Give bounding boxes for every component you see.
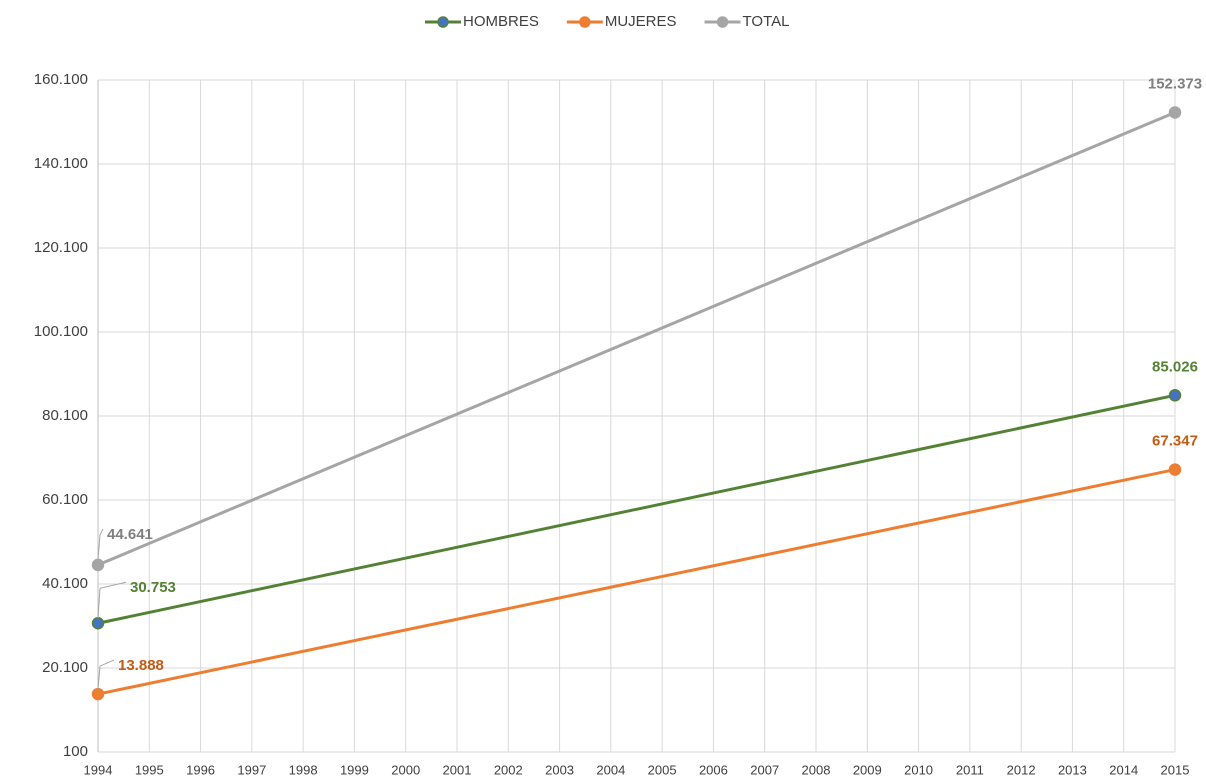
data-label: 13.888 xyxy=(118,657,164,674)
x-tick-label: 2003 xyxy=(545,762,574,777)
y-tick-label: 120.100 xyxy=(34,239,88,256)
x-tick-label: 2004 xyxy=(596,762,625,777)
legend-label: MUJERES xyxy=(605,13,677,30)
series-line xyxy=(97,393,1176,625)
x-tick-label: 1996 xyxy=(186,762,215,777)
x-tick-label: 2011 xyxy=(956,762,984,777)
x-tick-label: 2007 xyxy=(750,762,779,777)
point-marker xyxy=(1168,106,1182,119)
y-tick-label: 60.100 xyxy=(42,491,88,508)
data-label: 44.641 xyxy=(107,526,153,543)
leader-line xyxy=(97,659,115,690)
legend-marker xyxy=(716,16,729,28)
x-tick-label: 2012 xyxy=(1007,762,1036,777)
data-label: 85.026 xyxy=(1152,358,1198,375)
legend-marker xyxy=(437,16,449,28)
point-marker xyxy=(1168,389,1182,402)
data-label: 30.753 xyxy=(130,579,176,596)
x-tick-label: 2008 xyxy=(802,762,831,777)
data-label: 152.373 xyxy=(1148,75,1202,92)
x-tick-label: 1999 xyxy=(340,762,369,777)
x-tick-label: 1998 xyxy=(289,762,318,777)
point-marker xyxy=(91,617,105,630)
x-tick-label: 2002 xyxy=(494,762,523,777)
x-tick-label: 1995 xyxy=(135,762,164,777)
x-tick-label: 2001 xyxy=(443,762,472,777)
leader-line xyxy=(97,581,127,619)
data-label: 67.347 xyxy=(1152,433,1198,450)
y-tick-label: 140.100 xyxy=(34,155,88,172)
legend-label: HOMBRES xyxy=(463,13,539,30)
y-tick-label: 100.100 xyxy=(34,323,88,340)
legend-label: TOTAL xyxy=(743,13,790,30)
x-tick-label: 2005 xyxy=(648,762,677,777)
point-marker xyxy=(91,558,105,572)
series-line xyxy=(97,468,1176,696)
x-tick-label: 1994 xyxy=(84,762,113,777)
x-tick-label: 2000 xyxy=(391,762,420,777)
y-tick-label: 20.100 xyxy=(42,659,88,676)
y-tick-label: 40.100 xyxy=(42,575,88,592)
x-tick-label: 2009 xyxy=(853,762,882,777)
point-marker xyxy=(1168,463,1182,476)
point-marker xyxy=(91,687,105,701)
x-tick-label: 2014 xyxy=(1109,762,1138,777)
y-tick-label: 160.100 xyxy=(34,71,88,88)
y-tick-label: 100 xyxy=(63,743,88,760)
legend-marker xyxy=(579,16,591,28)
series-line xyxy=(97,111,1176,567)
y-tick-label: 80.100 xyxy=(42,407,88,424)
x-tick-label: 2010 xyxy=(904,762,933,777)
x-tick-label: 2013 xyxy=(1058,762,1087,777)
leader-line xyxy=(97,528,104,560)
x-tick-label: 2015 xyxy=(1161,762,1190,777)
x-tick-label: 2006 xyxy=(699,762,728,777)
x-tick-label: 1997 xyxy=(237,762,266,777)
